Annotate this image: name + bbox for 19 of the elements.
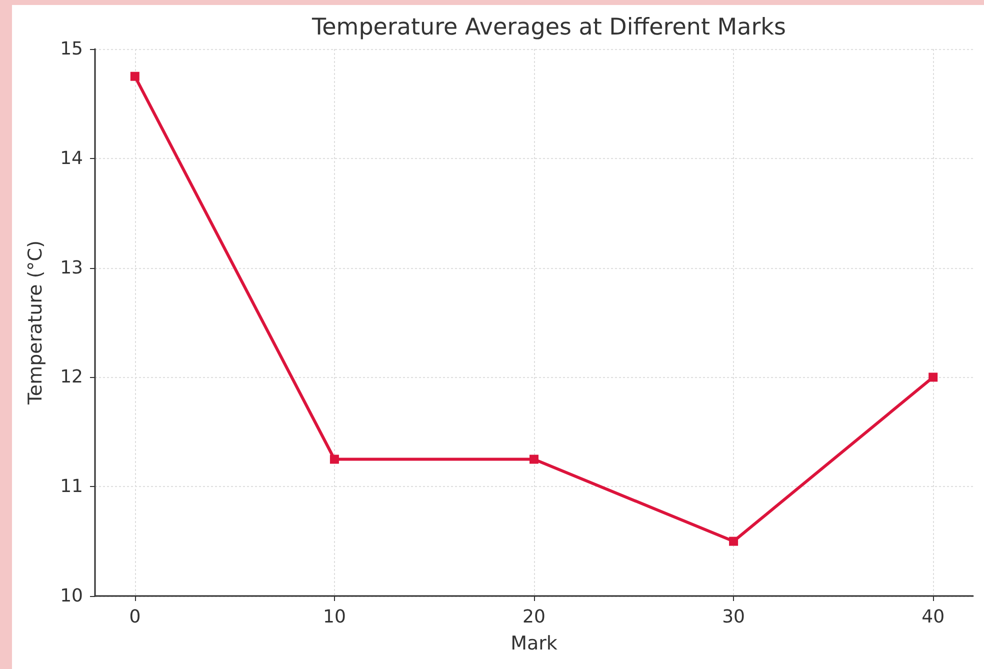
chart-title: Temperature Averages at Different Marks	[311, 14, 786, 40]
x-axis-title: Mark	[510, 632, 558, 654]
x-tick-label: 10	[323, 606, 346, 628]
y-tick-label: 10	[60, 586, 83, 606]
y-tick-label: 13	[60, 257, 83, 278]
y-tick-label: 12	[60, 366, 83, 388]
y-tick-label: 14	[60, 148, 83, 169]
point	[928, 372, 938, 382]
x-tick-label: 0	[129, 606, 141, 628]
point	[330, 454, 339, 464]
x-tick-label: 30	[722, 606, 745, 628]
x-tick-label: 20	[522, 606, 546, 628]
point	[130, 72, 140, 81]
y-tick-label: 11	[60, 476, 83, 498]
y-axis-title: Temperature (°C)	[24, 240, 46, 406]
point	[530, 454, 538, 464]
x-tick-label: 40	[922, 606, 945, 628]
point	[729, 536, 738, 546]
y-tick-label: 15	[60, 38, 83, 60]
